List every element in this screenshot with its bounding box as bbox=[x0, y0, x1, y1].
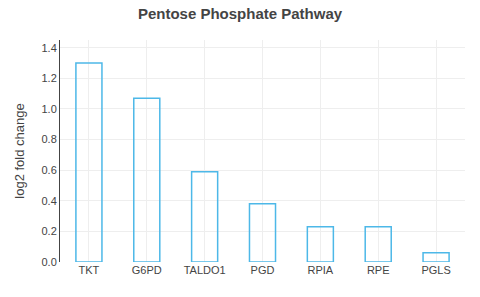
svg-text:RPIA: RPIA bbox=[308, 264, 334, 276]
svg-text:0.4: 0.4 bbox=[42, 195, 57, 207]
svg-text:1.4: 1.4 bbox=[42, 42, 57, 54]
svg-text:0.6: 0.6 bbox=[42, 164, 57, 176]
svg-text:Pentose Phosphate Pathway: Pentose Phosphate Pathway bbox=[138, 5, 343, 22]
svg-text:TALDO1: TALDO1 bbox=[184, 264, 226, 276]
svg-text:1.2: 1.2 bbox=[42, 72, 57, 84]
svg-text:1.0: 1.0 bbox=[42, 103, 57, 115]
svg-text:log2 fold change: log2 fold change bbox=[12, 103, 27, 198]
svg-text:G6PD: G6PD bbox=[132, 264, 162, 276]
svg-text:RPE: RPE bbox=[367, 264, 390, 276]
svg-text:PGLS: PGLS bbox=[421, 264, 450, 276]
svg-text:TKT: TKT bbox=[79, 264, 100, 276]
svg-text:PGD: PGD bbox=[251, 264, 275, 276]
svg-text:0.0: 0.0 bbox=[42, 256, 57, 268]
svg-text:0.8: 0.8 bbox=[42, 133, 57, 145]
svg-text:0.2: 0.2 bbox=[42, 225, 57, 237]
